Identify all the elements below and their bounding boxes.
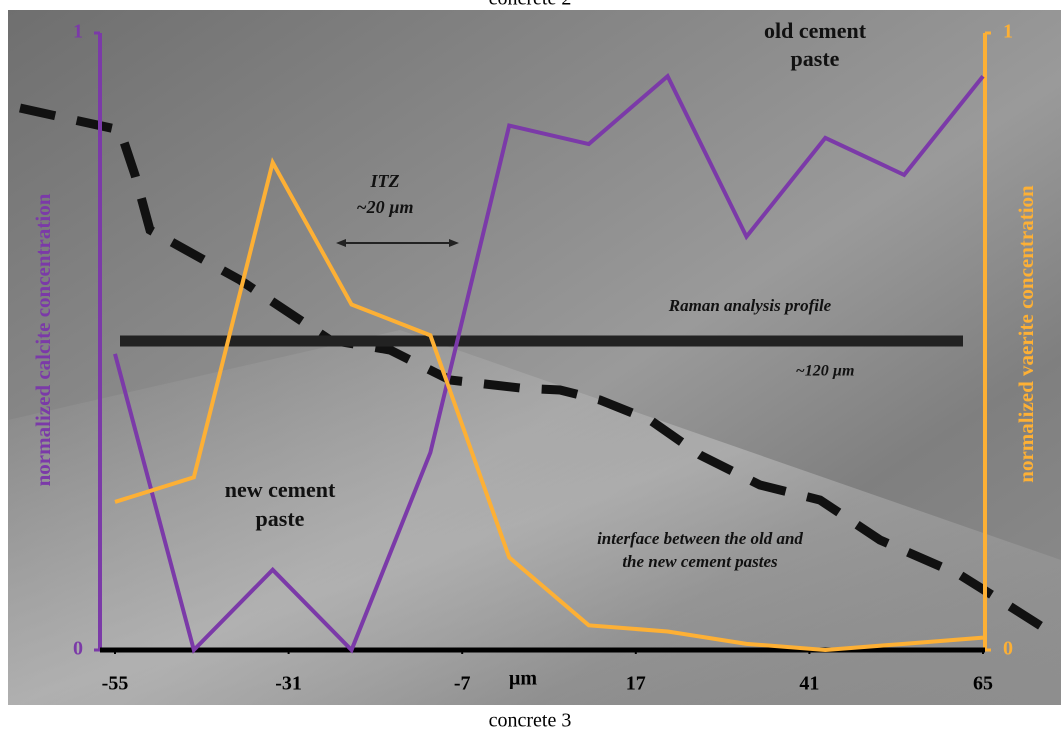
series-line [114,157,984,653]
footer-label: concrete 3 [489,710,572,732]
interface-line [19,103,1058,639]
annotation: interface between the old and [597,529,803,548]
chart-title: concrete 2 [489,0,572,10]
y2-tick-label: 1 [1003,21,1013,43]
x-tick-label: 17 [626,673,646,695]
y-tick-label: 0 [73,638,83,660]
x-tick-label: 65 [973,673,993,695]
series-line [113,72,985,654]
annotation: the new cement pastes [622,552,778,571]
x-tick-label: -31 [275,673,302,695]
annotation: ~20 µm [356,197,413,217]
annotation: ITZ [370,171,400,191]
x-tick-label: 41 [799,673,819,695]
x-tick-label: -55 [102,673,129,695]
annotation: Raman analysis profile [668,296,832,315]
annotation: paste [256,506,305,531]
x-tick-label: -7 [454,673,471,695]
y2-tick-label: 0 [1003,638,1013,660]
micrograph-band [8,330,1061,705]
y-axis-label: normalized calcite concentration [31,193,55,486]
annotation: old cement [764,18,867,43]
arrow-head [449,239,459,247]
annotation: new cement [225,477,336,502]
y2-axis-label: normalized vaerite concentration [1014,185,1038,483]
annotation: paste [791,46,840,71]
arrow-head [336,239,346,247]
y-tick-label: 1 [73,21,83,43]
x-axis-label: µm [509,668,538,690]
annotation: ~120 µm [796,363,855,380]
